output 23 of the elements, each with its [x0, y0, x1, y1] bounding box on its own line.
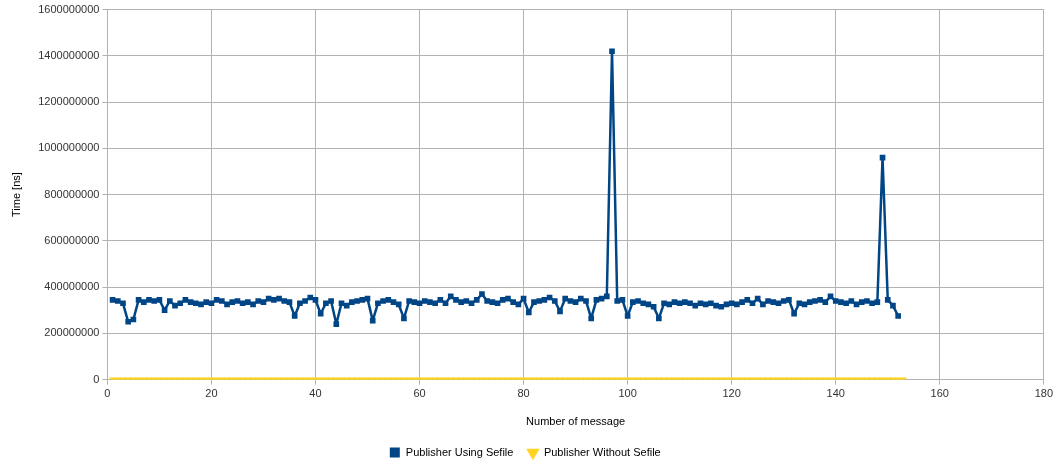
x-tick-label: 120 [722, 387, 741, 400]
y-axis-title: Time [ns] [9, 172, 22, 218]
legend-label: Publisher Without Sefile [543, 445, 661, 458]
y-tick-label: 1600000000 [38, 2, 100, 15]
y-tick-label: 600000000 [44, 233, 100, 246]
y-tick-label: 1200000000 [38, 95, 100, 108]
x-tick-label: 60 [413, 387, 426, 400]
x-tick-label: 40 [309, 387, 322, 400]
x-tick-label: 80 [517, 387, 530, 400]
y-tick-label: 200000000 [44, 326, 100, 339]
y-tick-label: 400000000 [44, 280, 100, 293]
x-tick-label: 20 [205, 387, 218, 400]
y-tick-label: 1000000000 [38, 141, 100, 154]
x-tick-label: 0 [104, 387, 111, 400]
y-tick-label: 0 [93, 372, 100, 385]
x-tick-label: 140 [826, 387, 845, 400]
x-tick-label: 180 [1034, 387, 1053, 400]
x-axis-title: Number of message [526, 415, 626, 428]
y-tick-label: 1400000000 [38, 48, 100, 61]
x-tick-label: 160 [930, 387, 949, 400]
legend-label: Publisher Using Sefile [405, 445, 514, 458]
x-tick-label: 100 [618, 387, 637, 400]
y-tick-label: 800000000 [44, 187, 100, 200]
